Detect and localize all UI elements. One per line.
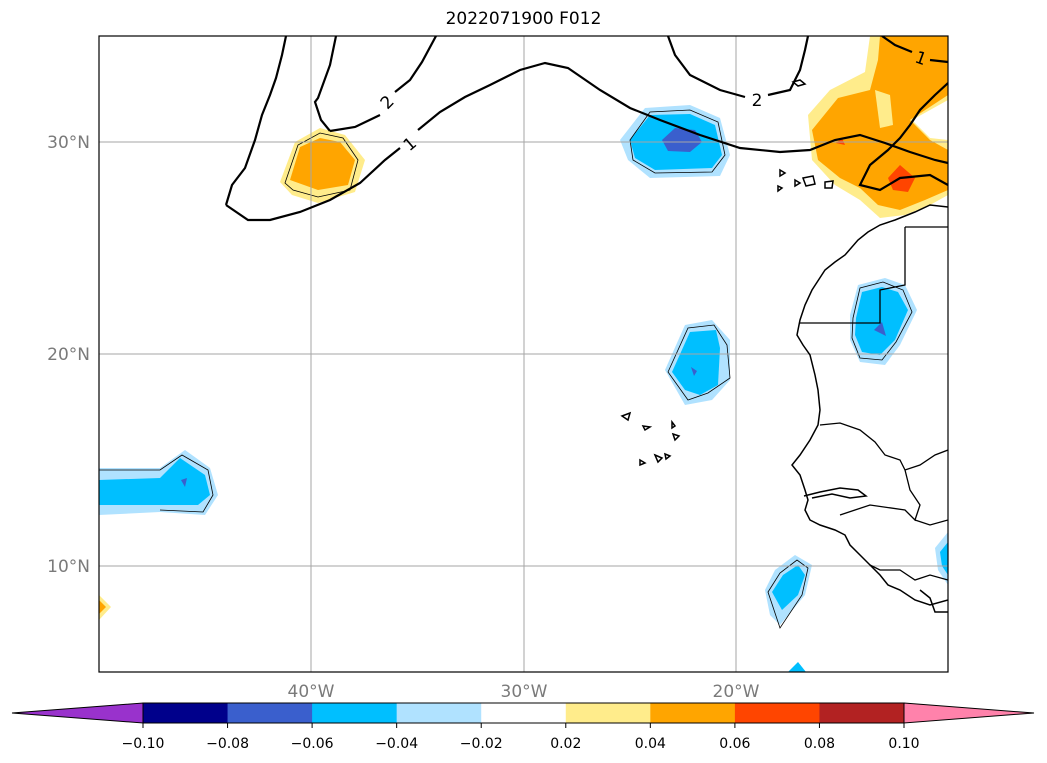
country-borders (800, 226, 948, 581)
labelled-contours (224, 36, 948, 222)
colorbar-cell (227, 703, 313, 723)
colorbar-tick-label: 0.04 (635, 736, 666, 752)
colorbar-cell (312, 703, 398, 723)
colorbar-tick-label: −0.06 (291, 736, 334, 752)
colorbar-extend-high (904, 703, 1034, 723)
colorbar-tick-label: 0.10 (888, 736, 919, 752)
map-gridlines (99, 36, 948, 672)
negative-anomaly-regions (99, 105, 948, 672)
positive-anomaly-west (99, 128, 365, 620)
colorbar-tick-label: −0.02 (460, 736, 503, 752)
lat-label-20n: 20°N (47, 345, 90, 365)
lon-label-40w: 40°W (288, 682, 335, 702)
colorbar-tick-label: −0.04 (375, 736, 418, 752)
colorbar-tick-label: 0.02 (550, 736, 581, 752)
colorbar-cell (481, 703, 567, 723)
colorbar-cell (819, 703, 905, 723)
thin-anomaly-contours (99, 109, 913, 629)
colorbar-cell (565, 703, 651, 723)
map-plot-area: 2 1 2 1 (99, 36, 948, 672)
colorbar-extend-low (12, 703, 143, 723)
lat-label-10n: 10°N (47, 557, 90, 577)
lon-label-30w: 30°W (501, 682, 548, 702)
colorbar-tick-label: −0.10 (122, 736, 165, 752)
colorbar: −0.10 −0.08 −0.06 −0.04 −0.02 0.02 0.04 0.06 0.0… (11, 702, 1035, 752)
colorbar-cell (143, 703, 229, 723)
colorbar-tick-label: 0.08 (804, 736, 835, 752)
coastlines (620, 79, 948, 613)
map-title: 2022071900 F012 (445, 9, 602, 29)
colorbar-cell (396, 703, 482, 723)
colorbar-tick-label: 0.06 (719, 736, 750, 752)
colorbar-cell (650, 703, 736, 723)
lon-label-20w: 20°W (713, 682, 760, 702)
map-frame (98, 35, 949, 673)
colorbar-tick-label: −0.08 (206, 736, 249, 752)
contour-label-2-east: 2 (752, 91, 763, 111)
lat-label-30n: 30°N (47, 133, 90, 153)
colorbar-cell (734, 703, 820, 723)
